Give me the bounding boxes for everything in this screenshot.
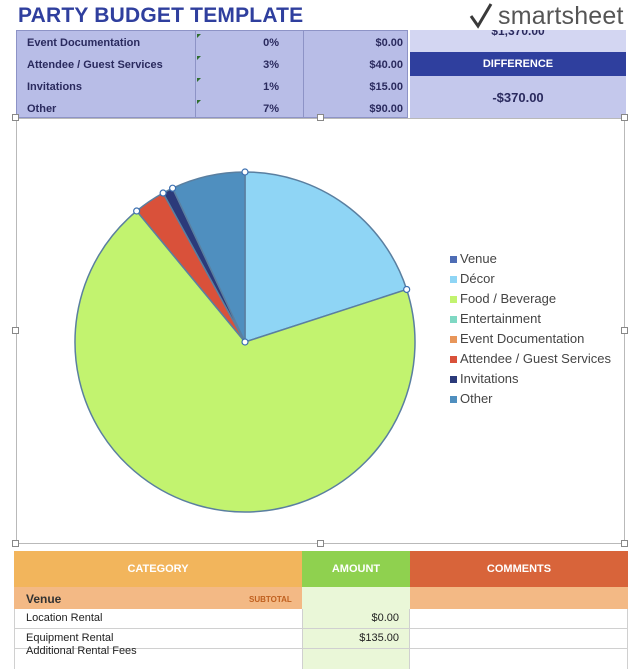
resize-handle-top[interactable] [317,114,324,121]
resize-handle-top-right[interactable] [621,114,628,121]
legend-label: Invitations [460,371,519,386]
pie-slice-food-beverage[interactable] [74,209,416,513]
summary-table: Event Documentation 0% $0.00 Attendee / … [16,30,408,118]
column-divider [303,31,304,117]
legend-label: Event Documentation [460,331,585,346]
summary-row[interactable]: Event Documentation 0% $0.00 [17,32,407,54]
category-header[interactable]: CATEGORY [14,551,302,587]
cell-comment-marker [197,34,201,38]
checkmark-logo-icon [469,3,493,29]
item-label: Equipment Rental [26,632,114,644]
section-subtotal-amount[interactable] [302,587,410,609]
row-comments[interactable] [410,609,628,629]
difference-label: DIFFERENCE [410,52,626,76]
resize-handle-bottom[interactable] [317,540,324,547]
amount-value: $0.00 [371,612,399,624]
row-amount[interactable]: $0.00 [302,609,410,629]
legend-label: Entertainment [460,311,541,326]
summary-row[interactable]: Attendee / Guest Services 3% $40.00 [17,54,407,76]
cell-comment-marker [197,78,201,82]
row-item[interactable]: Location Rental [14,609,302,629]
summary-row[interactable]: Other 7% $90.00 [17,98,407,120]
legend-swatch [450,296,457,303]
item-label: Location Rental [26,612,103,624]
chart-area[interactable]: Venue Décor Food / Beverage Entertainmen… [16,118,625,544]
legend-item: Invitations [450,371,611,391]
legend-swatch [450,376,457,383]
legend-item: Attendee / Guest Services [450,351,611,371]
summary-percent: 3% [263,59,279,71]
resize-handle-top-left[interactable] [12,114,19,121]
summary-row[interactable]: Invitations 1% $15.00 [17,76,407,98]
section-subtotal-label: SUBTOTAL [249,595,292,604]
resize-handle-left[interactable] [12,327,19,334]
row-comments[interactable] [410,649,628,669]
row-item[interactable]: Equipment Rental [14,629,302,649]
legend-swatch [450,276,457,283]
cell-comment-marker [197,56,201,60]
summary-category: Attendee / Guest Services [27,59,163,71]
row-comments[interactable] [410,629,628,649]
amount-header[interactable]: AMOUNT [302,551,410,587]
summary-amount: $0.00 [375,37,403,49]
legend-item: Food / Beverage [450,291,611,311]
cell-comment-marker [197,100,201,104]
section-comments[interactable] [410,587,628,609]
selection-handle[interactable] [241,168,249,176]
legend-item: Entertainment [450,311,611,331]
resize-handle-bottom-right[interactable] [621,540,628,547]
selection-handle[interactable] [133,207,141,215]
amount-value: $135.00 [359,632,399,644]
selection-handle[interactable] [169,184,177,192]
summary-category: Invitations [27,81,83,93]
summary-amount: $40.00 [369,59,403,71]
legend-label: Other [460,391,493,406]
page-title: PARTY BUDGET TEMPLATE [18,4,304,27]
column-divider [195,31,196,117]
smartsheet-logo[interactable]: smartsheet [468,2,624,30]
section-row[interactable] [14,587,302,609]
legend-swatch [450,336,457,343]
summary-percent: 0% [263,37,279,49]
summary-category: Event Documentation [27,37,141,49]
summary-amount: $90.00 [369,103,403,115]
selection-handle[interactable] [403,285,411,294]
legend-swatch [450,256,457,263]
row-amount[interactable]: $135.00 [302,629,410,649]
summary-percent: 7% [263,103,279,115]
pie-slice-d-cor[interactable] [244,171,408,344]
item-label: Additional Rental Fees [26,645,137,657]
difference-value[interactable]: -$370.00 [410,76,626,118]
summary-percent: 1% [263,81,279,93]
legend-label: Attendee / Guest Services [460,351,612,366]
selection-handle[interactable] [241,338,249,346]
comments-header[interactable]: COMMENTS [410,551,628,587]
legend-label: Food / Beverage [460,291,557,306]
legend-item: Venue [450,251,611,271]
section-name: Venue [26,592,62,606]
selection-handle[interactable] [159,189,167,197]
row-item[interactable]: Additional Rental Fees [14,645,302,669]
legend-swatch [450,396,457,403]
summary-category: Other [27,103,57,115]
resize-handle-bottom-left[interactable] [12,540,19,547]
legend-item: Event Documentation [450,331,611,351]
legend-item: Décor [450,271,611,291]
logo-text: smartsheet [498,1,624,30]
legend-label: Venue [460,251,497,266]
chart-legend[interactable]: Venue Décor Food / Beverage Entertainmen… [450,251,611,411]
legend-swatch [450,316,457,323]
budget-summary-panel: $1,370.00 DIFFERENCE -$370.00 [410,30,626,118]
summary-amount: $15.00 [369,81,403,93]
pie-chart[interactable] [17,119,624,543]
total-value[interactable]: $1,370.00 [410,30,626,52]
row-amount[interactable] [302,649,410,669]
legend-swatch [450,356,457,363]
legend-item: Other [450,391,611,411]
legend-label: Décor [460,271,495,286]
resize-handle-right[interactable] [621,327,628,334]
